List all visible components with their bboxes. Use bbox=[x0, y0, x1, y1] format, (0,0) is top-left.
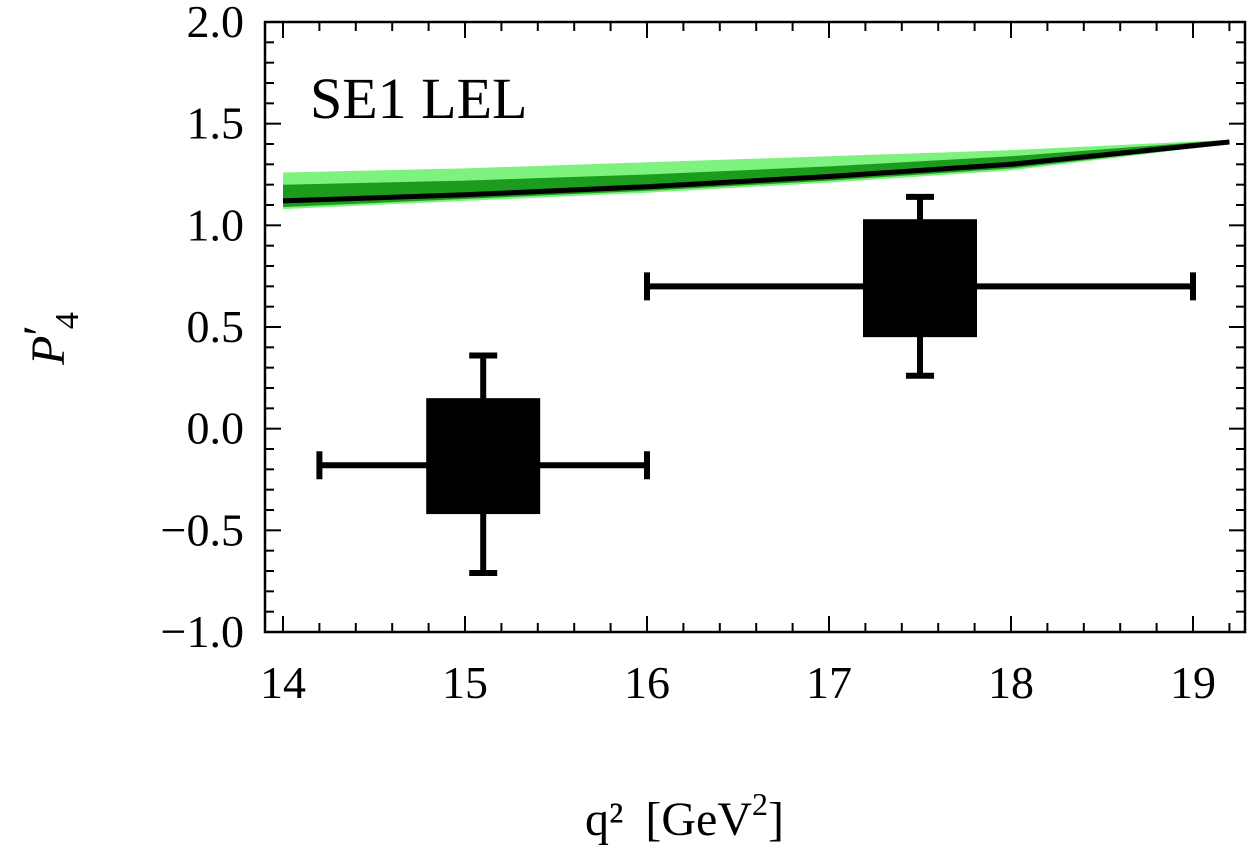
x-tick-label: 16 bbox=[624, 657, 670, 708]
y-tick-label: 0.0 bbox=[187, 403, 245, 454]
y-axis-symbol: P bbox=[22, 336, 75, 366]
x-tick-label: 14 bbox=[260, 657, 306, 708]
theory-central-line bbox=[282, 139, 1230, 204]
y-tick-label: −1.0 bbox=[161, 606, 244, 657]
stat-error-box bbox=[863, 219, 977, 338]
data-point-2 bbox=[644, 193, 1196, 379]
stat-error-box bbox=[426, 398, 541, 515]
svg-text:P′4: P′4 bbox=[14, 312, 86, 366]
x-axis-unit-close: ] bbox=[768, 793, 784, 846]
axis-ticks bbox=[265, 21, 1245, 633]
x-tick-label: 15 bbox=[442, 657, 488, 708]
y-axis-prime: ′ bbox=[14, 325, 67, 336]
y-tick-label: 2.0 bbox=[187, 0, 245, 47]
y-tick-label: −0.5 bbox=[161, 504, 244, 555]
x-tick-label: 19 bbox=[1170, 657, 1216, 708]
y-tick-label: 1.0 bbox=[187, 199, 245, 250]
data-point-1 bbox=[316, 352, 650, 577]
theory-band-layer bbox=[282, 139, 1230, 210]
y-tick-label: 0.5 bbox=[187, 301, 245, 352]
x-tick-label: 17 bbox=[806, 657, 852, 708]
y-axis-title: P′4 bbox=[14, 312, 86, 366]
x-axis-title: q² [GeV2] bbox=[585, 786, 784, 846]
y-tick-label: 1.5 bbox=[187, 98, 245, 149]
x-axis-unit-exponent: 2 bbox=[752, 786, 768, 822]
x-axis-unit-open: [GeV bbox=[645, 793, 752, 846]
tick-labels: 14 15 16 17 18 19 −1.0 −0.5 0.0 0.5 1.0 1.5 2.0 bbox=[161, 0, 1216, 708]
y-axis-subscript: 4 bbox=[49, 312, 86, 329]
panel-label: SE1 LEL bbox=[310, 66, 527, 131]
data-points-layer bbox=[316, 193, 1196, 577]
x-tick-label: 18 bbox=[988, 657, 1034, 708]
x-axis-quantity: q² bbox=[585, 793, 623, 846]
